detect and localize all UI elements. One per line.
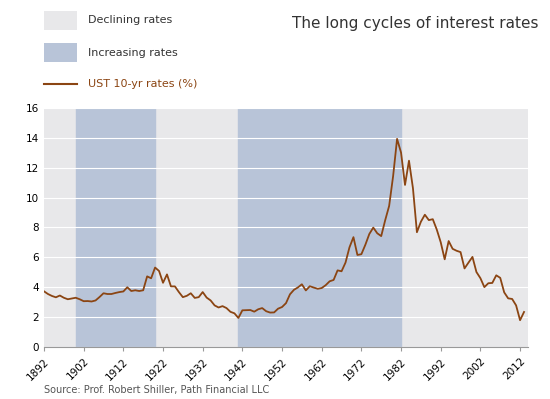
- Text: Source: Prof. Robert Shiller, Path Financial LLC: Source: Prof. Robert Shiller, Path Finan…: [44, 385, 270, 395]
- FancyBboxPatch shape: [44, 11, 77, 30]
- Bar: [238, 108, 401, 347]
- Text: Declining rates: Declining rates: [88, 16, 172, 26]
- Text: Increasing rates: Increasing rates: [88, 48, 178, 58]
- Text: The long cycles of interest rates: The long cycles of interest rates: [293, 16, 539, 31]
- Bar: [76, 108, 155, 347]
- Text: UST 10-yr rates (%): UST 10-yr rates (%): [88, 79, 197, 89]
- FancyBboxPatch shape: [44, 43, 77, 63]
